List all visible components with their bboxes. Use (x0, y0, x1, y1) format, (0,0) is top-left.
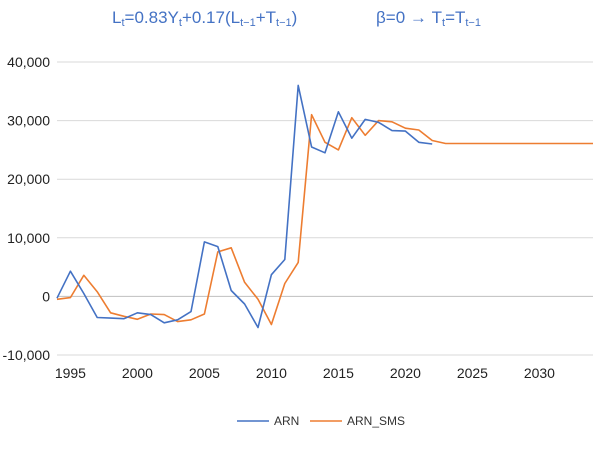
x-tick-label: 1995 (55, 365, 86, 381)
y-tick-label: 20,000 (7, 171, 50, 187)
y-tick-label: 10,000 (7, 230, 50, 246)
series-lines (56, 84, 593, 329)
y-tick-label: 40,000 (7, 54, 50, 70)
x-tick-label: 2015 (323, 365, 354, 381)
x-tick-label: 2010 (256, 365, 287, 381)
gridlines (57, 61, 593, 356)
x-tick-label: 2025 (457, 365, 488, 381)
x-tick-label: 2005 (189, 365, 220, 381)
y-tick-label: -10,000 (3, 347, 51, 363)
x-tick-label: 2030 (524, 365, 555, 381)
formula-trend-equation: β=0 → Tt=Tt−1 (376, 8, 481, 29)
legend-label-arn: ARN (274, 414, 299, 428)
formula-level-equation: Lt=0.83Yt+0.17(Lt−1+Tt−1) (112, 8, 298, 29)
legend: ARN ARN_SMS (237, 414, 405, 428)
x-axis-ticks: 1995 2000 2005 2010 2015 2020 2025 2030 (55, 365, 555, 381)
y-axis-ticks: -10,000 0 10,000 20,000 30,000 40,000 (3, 54, 51, 363)
legend-label-arn-sms: ARN_SMS (347, 414, 405, 428)
series-line-arn-sms (56, 113, 593, 326)
x-tick-label: 2020 (390, 365, 421, 381)
series-line-arn (56, 84, 433, 329)
x-tick-label: 2000 (122, 365, 153, 381)
y-tick-label: 30,000 (7, 113, 50, 129)
y-tick-label: 0 (42, 288, 50, 304)
